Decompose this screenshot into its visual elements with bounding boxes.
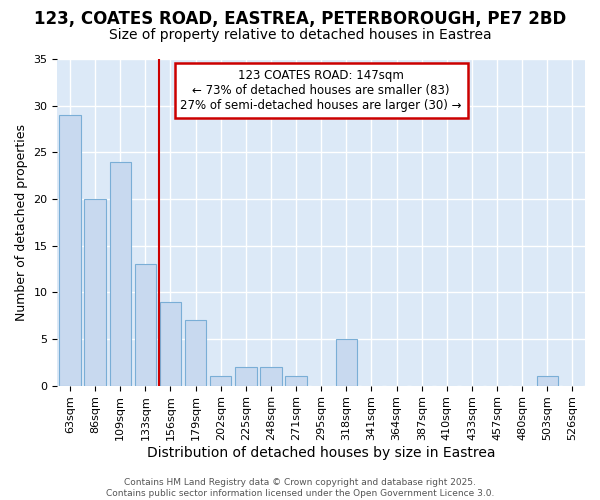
Text: Contains HM Land Registry data © Crown copyright and database right 2025.
Contai: Contains HM Land Registry data © Crown c…	[106, 478, 494, 498]
Bar	[185, 320, 206, 386]
X-axis label: Distribution of detached houses by size in Eastrea: Distribution of detached houses by size …	[147, 446, 496, 460]
Bar	[85, 199, 106, 386]
Bar	[59, 115, 80, 386]
Bar	[160, 302, 181, 386]
Y-axis label: Number of detached properties: Number of detached properties	[15, 124, 28, 321]
Bar	[235, 367, 257, 386]
Text: Size of property relative to detached houses in Eastrea: Size of property relative to detached ho…	[109, 28, 491, 42]
Text: 123 COATES ROAD: 147sqm
← 73% of detached houses are smaller (83)
27% of semi-de: 123 COATES ROAD: 147sqm ← 73% of detache…	[181, 69, 462, 112]
Bar	[210, 376, 232, 386]
Bar	[536, 376, 558, 386]
Bar	[110, 162, 131, 386]
Bar	[335, 339, 357, 386]
Text: 123, COATES ROAD, EASTREA, PETERBOROUGH, PE7 2BD: 123, COATES ROAD, EASTREA, PETERBOROUGH,…	[34, 10, 566, 28]
Bar	[286, 376, 307, 386]
Bar	[260, 367, 281, 386]
Bar	[134, 264, 156, 386]
